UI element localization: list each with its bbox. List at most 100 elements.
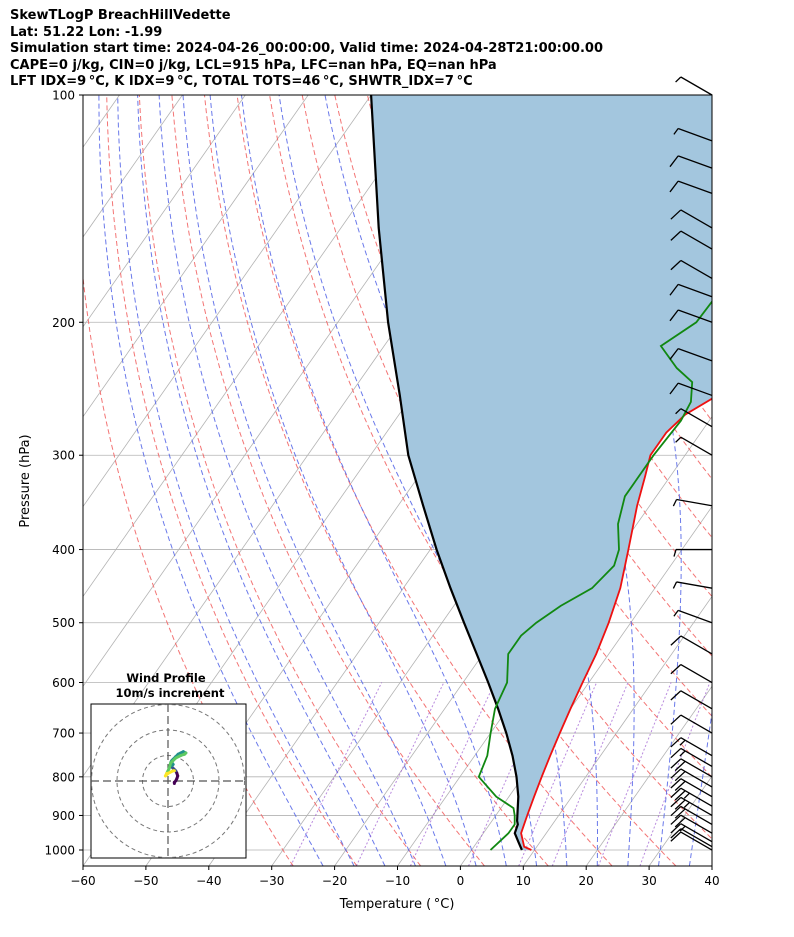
mixing-ratio-line [639,682,711,866]
wind-barb [670,635,713,655]
barb-flag [670,635,682,646]
barb-half-flag [675,436,682,443]
barb-shaft [680,768,713,788]
wind-barb [670,259,713,280]
indices-line: LFT IDX=9 °C, K IDX=9 °C, TOTAL TOTS=46 … [10,74,473,89]
x-tick-label: −40 [196,874,221,888]
y-tick-label: 1000 [44,844,75,858]
barb-flag [670,805,682,817]
dry-adiabat [171,95,485,866]
barb-flag [670,831,682,842]
wind-barb [670,663,713,684]
wind-barb [670,714,713,734]
moist-adiabat [182,95,447,866]
barb-flag [669,309,679,322]
barb-flag [670,787,682,798]
barb-flag [669,180,679,193]
y-tick-label: 200 [52,316,75,330]
wind-barb [670,747,713,767]
barb-shaft [680,823,713,843]
barb-shaft [677,609,713,624]
wind-barb [669,309,713,323]
barb-flag [670,230,682,241]
barb-shaft [680,436,713,456]
barb-shaft [677,283,713,298]
y-tick-label: 400 [52,543,75,557]
wind-barb [670,778,713,798]
cape-line: CAPE=0 j/kg, CIN=0 j/kg, LCL=915 hPa, LF… [10,57,497,73]
barb-flag [670,778,682,789]
barb-shaft [680,737,713,757]
moist-adiabat [137,95,386,866]
barb-flag [669,155,679,168]
y-axis-label: Pressure (hPa) [18,434,33,527]
barb-flag [674,799,686,810]
station-title: SkewTLogP BreachHillVedette [10,8,231,23]
barb-shaft [680,805,713,826]
barb-flag [670,768,682,779]
wind-barb [669,347,713,362]
barb-half-flag [672,499,678,507]
barb-flag [670,823,682,834]
barb-flag [674,760,686,772]
mixing-ratio-line [518,682,598,866]
barb-flag [670,758,682,769]
barb-flag [670,714,682,725]
barb-flag [670,747,682,759]
x-tick-label: −30 [259,874,284,888]
barb-half-flag [675,76,682,83]
barb-half-flag [683,801,690,808]
barb-flag [674,817,686,828]
isotherm-line [83,95,309,418]
wind-barb [670,690,713,710]
barb-shaft [680,635,713,655]
isotherm-line [83,95,372,508]
wind-barb [670,828,713,848]
wind-barb [673,609,713,624]
wind-barb [672,498,713,507]
barb-half-flag [673,549,677,557]
wind-barb [670,230,713,250]
wind-barb [672,581,713,589]
x-tick-label: −60 [70,874,95,888]
barb-half-flag [673,128,679,135]
barb-shaft [680,209,713,229]
barb-half-flag [672,581,678,589]
wind-barb [670,805,713,826]
mixing-ratio-line [597,682,672,866]
barb-shaft [680,76,713,96]
axes: −60 −50 −40 −30 −20 −10 0 10 20 30 40 100 200 300 400 5… [44,89,719,889]
barb-half-flag [675,408,682,415]
wind-barb [670,823,713,843]
x-tick-label: −20 [322,874,347,888]
x-axis-label: Temperature ( °C) [339,897,455,912]
mixing-ratio-line [355,682,445,866]
wind-barb [673,127,713,142]
barb-flag [670,690,682,701]
barb-half-flag [673,610,679,617]
moist-adiabat [117,95,355,866]
isotherm-line [83,95,246,328]
x-tick-label: 30 [641,874,656,888]
wind-barb [670,787,713,807]
moist-adiabat [241,95,507,866]
x-tick-label: 10 [516,874,531,888]
y-tick-label: 100 [52,89,75,103]
barb-shaft [677,382,713,397]
cape-cin-shading [371,95,712,850]
moist-adiabat [209,95,477,866]
wind-barb [670,737,713,757]
dry-adiabat [83,272,294,866]
barb-flag [670,814,682,825]
dry-adiabat [758,95,794,866]
wind-barb [670,758,713,778]
dry-adiabat [204,95,549,866]
isotherm-line [711,865,712,866]
mixing-ratio-line [551,682,629,866]
inset-subtitle: 10m/s increment [116,686,225,700]
dry-adiabat [726,95,794,866]
barb-half-flag [679,750,686,757]
dewpoint-line [477,300,712,851]
barb-shaft [680,663,713,684]
barb-half-flag [683,792,690,799]
